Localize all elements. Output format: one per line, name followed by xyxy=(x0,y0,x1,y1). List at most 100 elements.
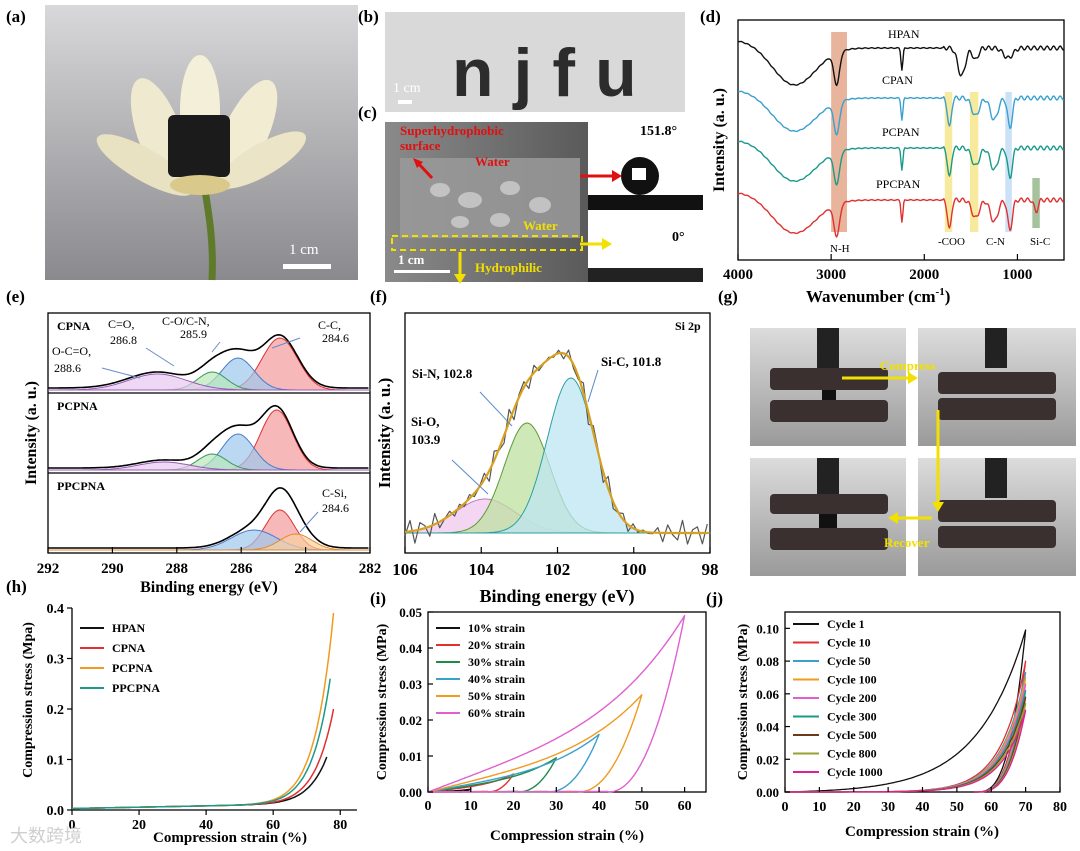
photo-g-frame-2 xyxy=(918,328,1076,446)
chart-j-series-cycle-1 xyxy=(785,629,1027,793)
ticklabel-h-y-0.2: 0.2 xyxy=(47,703,65,718)
chart-d-ylabel: Intensity (a. u.) xyxy=(711,88,728,192)
ticklabel-e-288: 288 xyxy=(166,561,189,577)
photo-c-surface: surface xyxy=(400,138,441,153)
chart-i-legend-20: 20% strain xyxy=(468,638,525,652)
chart-j-legend-cycle-1000: Cycle 1000 xyxy=(827,765,883,779)
series-hpan xyxy=(737,40,1065,87)
photo-g-recover: Recover xyxy=(884,535,930,550)
chart-h-stress-strain: HPAN CPNA PCPNA PPCPNA 0 20 40 60 80 0.0 0.1 0.2 0.3… xyxy=(21,602,357,846)
chart-e-arrow-1 xyxy=(211,341,221,353)
chart-e-c1s: CPNAPCPNAPPCPNAC-C,284.6C-O/C-N,285.9C=O… xyxy=(23,312,382,596)
photo-a-scale: 1 cm xyxy=(289,242,319,258)
ticklabel-i-y-0.05: 0.05 xyxy=(399,605,422,620)
photo-g-frame-3 xyxy=(750,458,906,576)
chart-f-arrow-0 xyxy=(587,369,599,403)
photo-g-compression: Compress Recover xyxy=(750,328,1076,576)
chart-i-series-40 xyxy=(427,733,600,793)
ticklabel-j-y-0.06: 0.06 xyxy=(756,687,779,702)
ticklabel-j-x-60: 60 xyxy=(984,800,998,815)
chart-e-ann-cc-val: 284.6 xyxy=(322,331,349,345)
chart-e-ann-cocn-val: 285.9 xyxy=(180,327,207,341)
chart-e-ann-csi-val: 284.6 xyxy=(322,501,349,515)
chart-e-ann-co-val: 286.8 xyxy=(110,333,137,347)
legend-d-cpan: CPAN xyxy=(882,73,913,87)
chart-e-envelope-2 xyxy=(48,487,369,549)
chart-j-legend-cycle-800: Cycle 800 xyxy=(827,747,877,761)
chart-j-legend-cycle-10: Cycle 10 xyxy=(827,636,871,650)
ticklabel-i-y-0.02: 0.02 xyxy=(399,713,422,728)
chart-e-ann-co: C=O, xyxy=(108,317,134,331)
chart-f-peak-2 xyxy=(405,377,711,534)
photo-c-water-bottom: Water xyxy=(523,218,558,233)
chart-e-peak-1-3 xyxy=(48,461,371,471)
ticklabel-h-x-40: 40 xyxy=(199,818,213,833)
chart-i-series-60 xyxy=(427,614,686,793)
ticklabel-e-286: 286 xyxy=(230,561,253,577)
chart-f-xlabel: Binding energy (eV) xyxy=(480,586,635,607)
ticklabel-j-y-0.02: 0.02 xyxy=(756,752,779,767)
chart-d-frame xyxy=(737,19,1065,261)
panel-label-c: (c) xyxy=(358,103,377,122)
chart-e-arrow-0 xyxy=(271,337,301,349)
ticklabel-h-y-0.3: 0.3 xyxy=(47,653,65,668)
ticklabel-j-x-30: 30 xyxy=(881,800,895,815)
ticklabel-j-y-0.04: 0.04 xyxy=(756,720,779,735)
chart-f-arrow-1 xyxy=(479,391,513,427)
ticklabel-j-y-0.10: 0.10 xyxy=(756,621,779,636)
photo-c-scale: 1 cm xyxy=(398,252,425,267)
band-coo1 xyxy=(944,92,953,232)
chart-j-ylabel: Compression stress (MPa) xyxy=(736,623,751,780)
chart-i-series-50 xyxy=(427,694,643,793)
chart-e-label-cpna: CPNA xyxy=(57,319,91,333)
chart-e-label-pcpna: PCPNA xyxy=(57,399,98,413)
chart-e-ann-csi: C-Si, xyxy=(322,486,347,500)
ticklabel-i-y-0.03: 0.03 xyxy=(399,677,422,692)
series-cpan xyxy=(737,90,1065,136)
ticklabel-d-4000: 4000 xyxy=(723,267,753,283)
chart-e-arrow-2 xyxy=(145,347,175,367)
legend-d-ppcpan: PPCPAN xyxy=(876,177,921,191)
panel-label-a: (a) xyxy=(6,7,26,26)
photo-g-frame-1 xyxy=(750,328,906,446)
chart-e-ann-cc: C-C, xyxy=(318,318,341,332)
ticklabel-h-x-20: 20 xyxy=(132,818,146,833)
chart-f-ann-sio: Si-O, xyxy=(411,414,440,429)
chart-h-series-hpan xyxy=(72,756,328,810)
ticklabel-e-290: 290 xyxy=(101,561,124,577)
panel-label-b: (b) xyxy=(358,7,379,26)
chart-j-cycles: Cycle 1 Cycle 10 Cycle 50 Cycle 100 Cycle 20… xyxy=(736,611,1067,840)
ticklabel-d-2000: 2000 xyxy=(909,267,939,283)
ticklabel-h-y-0.4: 0.4 xyxy=(47,602,65,617)
chart-j-legend-cycle-500: Cycle 500 xyxy=(827,728,877,742)
ticklabel-j-x-20: 20 xyxy=(847,800,861,815)
panel-label-d: (d) xyxy=(700,7,721,26)
chart-d-xlabel: Wavenumber (cm-1) xyxy=(806,286,950,306)
chart-i-legend-50: 50% strain xyxy=(468,689,525,703)
annotation-d-1: -COO xyxy=(938,236,965,248)
chart-h-series-cpna xyxy=(72,708,335,810)
legend-d-pcpan: PCPAN xyxy=(882,125,920,139)
panel-label-j: (j) xyxy=(706,589,723,608)
legend-d-hpan: HPAN xyxy=(888,27,920,41)
ticklabel-e-282: 282 xyxy=(359,561,382,577)
ticklabel-f-100: 100 xyxy=(621,560,647,579)
chart-e-frame xyxy=(47,312,371,554)
chart-j-legend-cycle-50: Cycle 50 xyxy=(827,654,871,668)
ticklabel-f-98: 98 xyxy=(702,560,719,579)
chart-h-legend-hpan: HPAN xyxy=(112,621,145,635)
chart-i-legend-60: 60% strain xyxy=(468,706,525,720)
ticklabel-e-284: 284 xyxy=(294,561,317,577)
band-coo2 xyxy=(969,92,979,232)
chart-e-arrow-4 xyxy=(299,511,319,533)
chart-h-legend-ppcpna: PPCPNA xyxy=(112,681,160,695)
ticklabel-i-x-30: 30 xyxy=(549,799,563,814)
ticklabel-h-y-0.0: 0.0 xyxy=(47,804,65,819)
panel-label-g: (g) xyxy=(718,287,738,306)
chart-e-arrow-3 xyxy=(101,367,141,379)
chart-f-si2p: Si 2p Si-C, 101.8 Si-N, 102.8 Si-O, 103.9 106… xyxy=(375,312,719,607)
chart-e-ylabel: Intensity (a. u.) xyxy=(23,381,40,485)
ticklabel-j-x-70: 70 xyxy=(1019,800,1033,815)
aerogel-block xyxy=(168,115,230,177)
ticklabel-i-y-0.04: 0.04 xyxy=(399,641,422,656)
